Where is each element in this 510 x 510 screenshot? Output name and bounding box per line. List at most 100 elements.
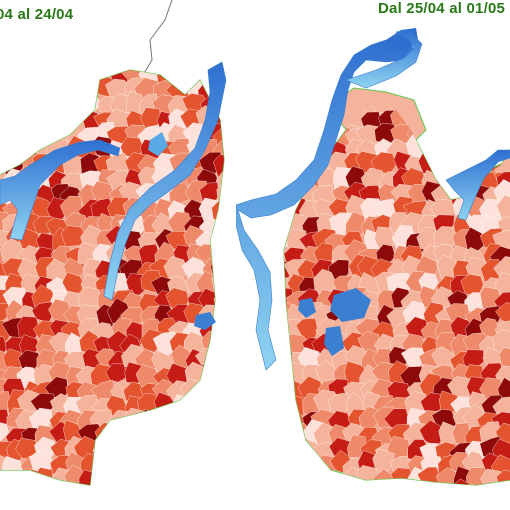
municipality-cell xyxy=(241,427,262,449)
municipality-cell xyxy=(43,481,71,485)
municipality-cell xyxy=(431,31,458,53)
municipality-cell xyxy=(250,411,277,434)
municipality-cell xyxy=(212,154,224,179)
municipality-cell xyxy=(238,110,264,135)
municipality-cell xyxy=(313,470,336,485)
municipality-cell xyxy=(181,466,207,485)
municipality-cell xyxy=(0,421,10,443)
municipality-cell xyxy=(200,365,224,391)
municipality-cell xyxy=(136,424,160,446)
municipality-cell xyxy=(466,483,488,485)
municipality-cell xyxy=(272,61,294,84)
municipality-cell xyxy=(198,426,223,449)
municipality-cell xyxy=(0,105,12,130)
municipality-cell xyxy=(1,141,28,162)
municipality-cell xyxy=(236,79,247,102)
municipality-cell xyxy=(18,75,41,99)
municipality-cell xyxy=(180,4,204,27)
municipality-cell xyxy=(80,0,103,11)
lake-small-west xyxy=(298,298,316,318)
municipality-cell xyxy=(272,0,294,14)
municipality-cell xyxy=(284,421,293,446)
lake-group xyxy=(236,28,510,371)
municipality-cell xyxy=(79,19,102,44)
municipality-cell xyxy=(35,120,56,147)
municipality-cell xyxy=(182,450,205,474)
municipality-cell xyxy=(286,110,312,134)
municipality-cell xyxy=(347,19,370,41)
municipality-cell xyxy=(236,259,251,280)
municipality-cell xyxy=(121,4,149,26)
municipality-cell xyxy=(420,50,441,72)
municipality-cell xyxy=(236,456,250,476)
municipality-cell xyxy=(236,34,248,58)
municipality-cell xyxy=(271,46,292,67)
municipality-cell xyxy=(242,351,264,373)
municipality-cell xyxy=(284,465,309,485)
municipality-cell xyxy=(153,410,175,432)
municipality-cell xyxy=(199,379,224,405)
municipality-cell xyxy=(107,428,129,452)
municipality-cell xyxy=(237,126,261,149)
municipality-cell xyxy=(495,302,510,325)
municipality-cell xyxy=(110,0,133,9)
municipality-cell xyxy=(464,18,489,39)
municipality-cell xyxy=(236,3,248,25)
municipality-cell xyxy=(390,478,416,485)
choropleth-map-left xyxy=(0,0,236,486)
map-panel-left: 04 al 24/04 xyxy=(0,0,236,510)
municipality-cell xyxy=(358,5,379,25)
municipality-cell xyxy=(255,0,278,9)
municipality-cell xyxy=(183,391,210,416)
municipality-cell xyxy=(434,81,455,101)
lake-comabbio xyxy=(324,326,344,356)
municipality-cell xyxy=(197,33,220,56)
municipality-cell xyxy=(92,439,119,465)
municipality-cell xyxy=(298,121,323,146)
municipality-cell xyxy=(215,0,236,26)
municipality-cell xyxy=(236,411,245,432)
municipality-cell xyxy=(168,407,190,429)
municipality-cell xyxy=(459,140,487,162)
municipality-cell xyxy=(273,18,294,42)
municipality-cell xyxy=(372,448,395,472)
municipality-cell xyxy=(315,2,341,25)
municipality-cell xyxy=(153,425,174,450)
municipality-cell xyxy=(285,21,310,42)
municipality-cell xyxy=(493,50,510,73)
municipality-cell xyxy=(1,33,27,57)
municipality-cell xyxy=(213,290,224,316)
municipality-cell xyxy=(213,302,224,324)
municipality-cell xyxy=(416,481,439,485)
municipality-cell xyxy=(0,483,24,485)
municipality-cell xyxy=(236,271,250,293)
municipality-cell xyxy=(284,449,294,475)
municipality-cell xyxy=(422,105,444,106)
municipality-cell xyxy=(449,66,471,86)
municipality-cell xyxy=(287,482,310,485)
municipality-cell xyxy=(420,33,444,55)
municipality-cell xyxy=(329,0,350,11)
municipality-cell xyxy=(196,483,224,485)
municipality-cell xyxy=(344,481,367,485)
municipality-cell xyxy=(255,392,277,414)
municipality-cell xyxy=(423,138,448,161)
municipality-cell xyxy=(284,108,289,132)
municipality-cell xyxy=(295,134,320,158)
municipality-cell xyxy=(97,482,120,485)
municipality-cell xyxy=(284,481,291,485)
municipality-cell xyxy=(463,105,486,119)
municipality-cell xyxy=(466,67,488,91)
municipality-cell xyxy=(496,486,510,510)
municipality-cell xyxy=(64,37,87,62)
municipality-cell xyxy=(236,137,252,158)
municipality-cell xyxy=(123,456,145,478)
municipality-cell xyxy=(327,18,350,38)
municipality-cell xyxy=(255,451,274,474)
municipality-cell xyxy=(170,449,193,475)
municipality-cell xyxy=(481,108,506,130)
municipality-cell xyxy=(255,53,276,72)
municipality-cell xyxy=(3,470,30,485)
municipality-cell xyxy=(497,105,510,118)
municipality-cell xyxy=(63,481,89,485)
